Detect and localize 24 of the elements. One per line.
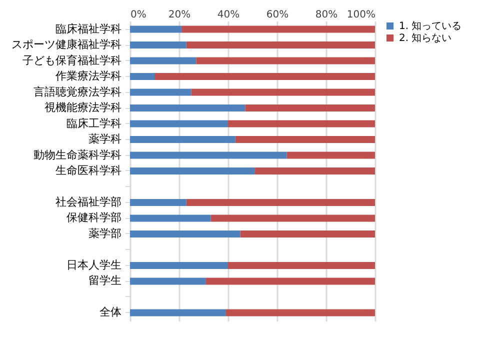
y-tick-label: 動物生命薬科学科: [34, 148, 122, 162]
x-tick-label: 100%: [346, 10, 376, 20]
x-tick-label: 60%: [266, 10, 289, 20]
x-tick-label: 0%: [130, 10, 146, 20]
y-tick-label: 生命医科学科: [56, 164, 122, 177]
y-tick-label: 臨床工学科: [66, 116, 122, 130]
y-tick-label: 日本人学生: [66, 258, 122, 272]
x-tick-label: 20%: [168, 10, 191, 20]
y-tick-label: 臨床福祉学科: [56, 22, 122, 36]
y-tick-label: 言語聴覚療法学科: [34, 85, 122, 98]
y-tick-label: 子ども保育福祉学科: [22, 54, 122, 67]
y-tick-label: 保健科学部: [66, 211, 122, 224]
y-tick-label: 視機能療法学科: [44, 101, 122, 114]
y-tick-label: スポーツ健康福祉学科: [12, 38, 122, 52]
legend-label: 1. 知っている: [399, 20, 462, 32]
y-tick-label: 薬学科: [88, 132, 122, 146]
y-tick-label: 社会福祉学部: [56, 195, 122, 208]
y-tick-label: 作業療法学科: [54, 70, 122, 83]
x-tick-label: 40%: [217, 10, 240, 20]
legend-label: 2. 知らない: [399, 32, 452, 44]
x-tick-label: 80%: [315, 10, 338, 20]
y-tick-label: 全体: [100, 306, 122, 319]
y-tick-label: 薬学部: [88, 226, 122, 240]
y-tick-label: 留学生: [88, 274, 122, 288]
